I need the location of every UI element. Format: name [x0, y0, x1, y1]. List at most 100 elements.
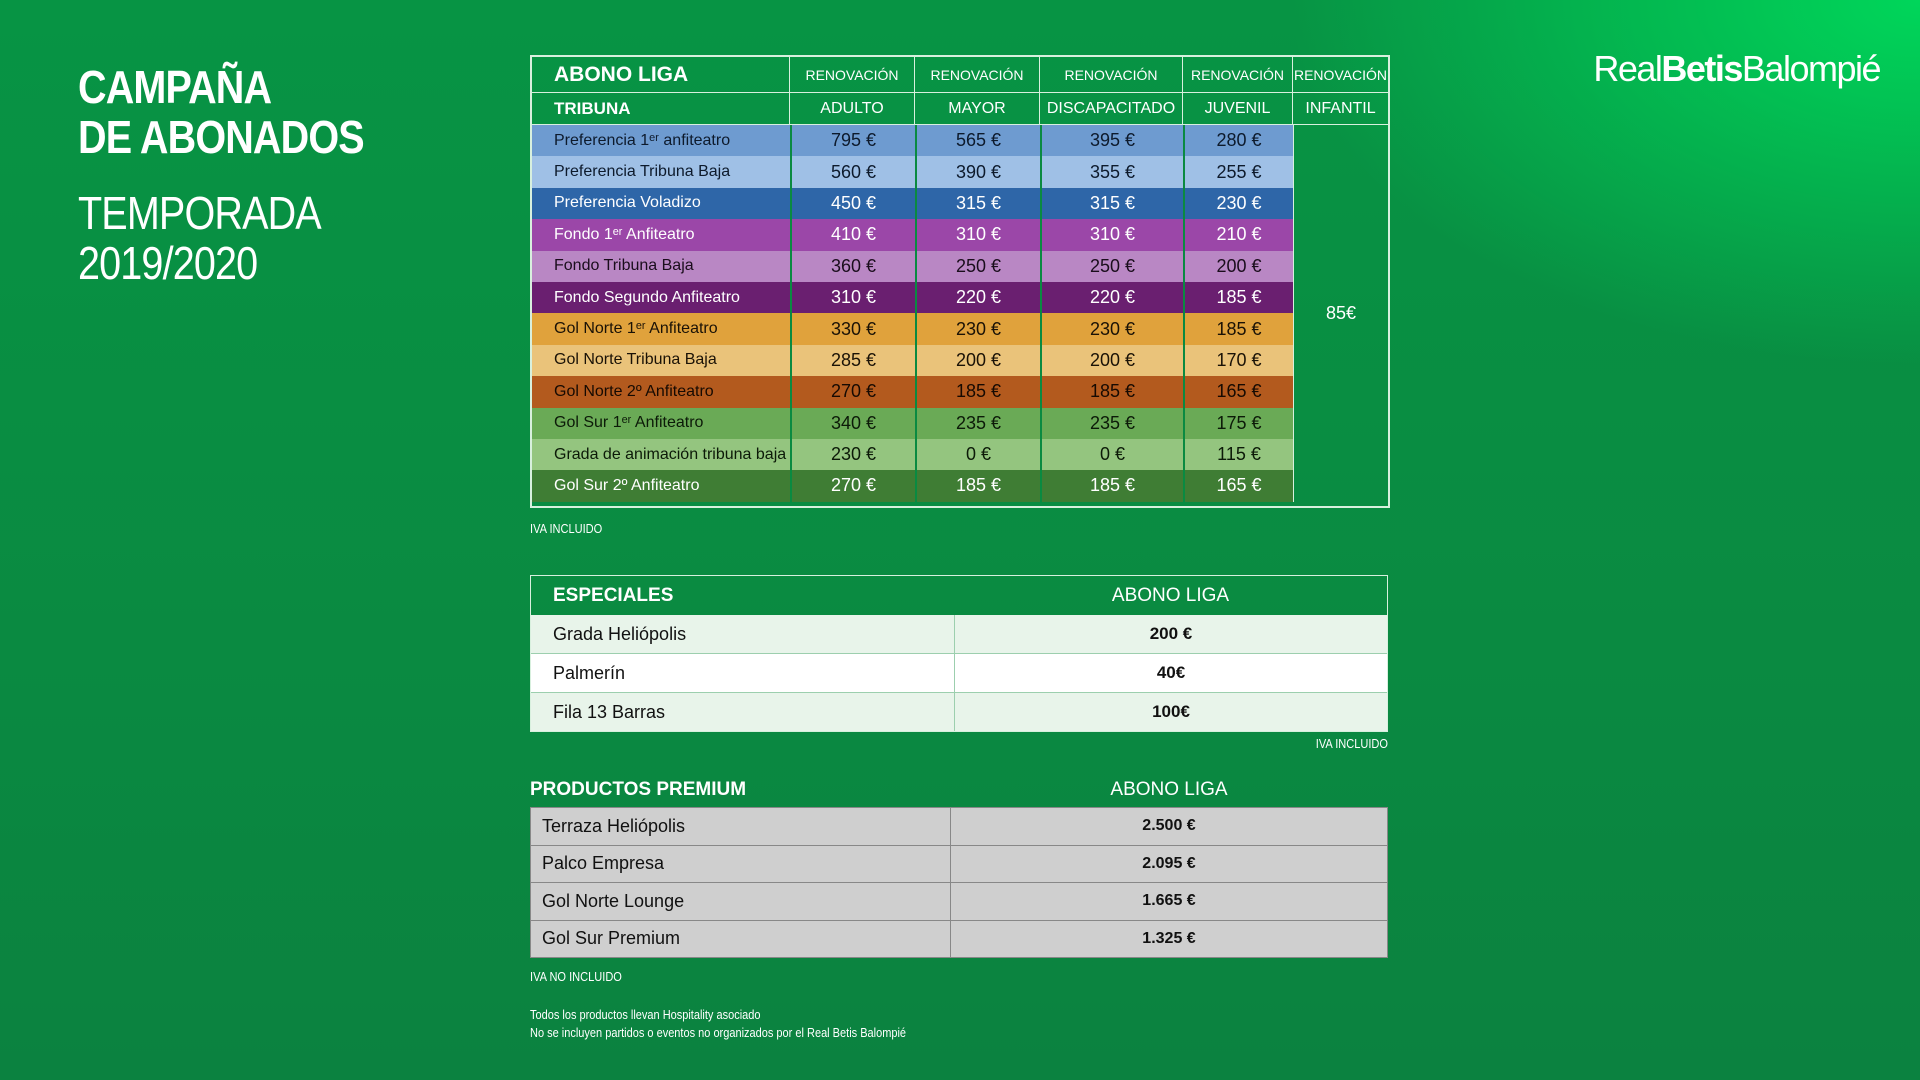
price-cell: 170 €	[1183, 344, 1293, 377]
price-cell: 560 €	[790, 156, 915, 188]
price-cell: 165 €	[1183, 470, 1293, 502]
price-cell: 250 €	[1040, 250, 1183, 282]
tribuna-name: Gol Sur 1ᵉʳ Anfiteatro	[532, 407, 790, 439]
price-cell: 795 €	[790, 125, 915, 157]
price-cell: 210 €	[1183, 219, 1293, 251]
footnotes: Todos los productos llevan Hospitality a…	[530, 1006, 906, 1042]
price-cell: 200 €	[1040, 344, 1183, 377]
renewal-header-adulto: RENOVACIÓN	[790, 57, 915, 93]
table-row: Palmerín 40€	[531, 653, 1387, 692]
especial-price: 40€	[1156, 663, 1186, 682]
premium-price: 2.095 €	[1142, 854, 1196, 872]
renewal-header-discapacitado: RENOVACIÓN	[1040, 57, 1183, 93]
premium-name: Terraza Heliópolis	[531, 808, 951, 845]
table-row: Gol Norte Lounge 1.665 €	[531, 882, 1387, 920]
price-cell: 285 €	[790, 344, 915, 377]
price-cell: 165 €	[1183, 376, 1293, 408]
season-line-1: TEMPORADA	[78, 187, 322, 239]
premium-name: Gol Norte Lounge	[531, 883, 951, 920]
premium-price: 1.325 €	[1142, 929, 1196, 947]
price-cell: 0 €	[915, 438, 1040, 471]
tribuna-header: TRIBUNA	[532, 93, 790, 125]
especiales-header-row: ESPECIALES ABONO LIGA	[531, 576, 1387, 615]
column-header-adulto: ADULTO	[790, 93, 915, 125]
premium-table: Terraza Heliópolis 2.500 € Palco Empresa 2.…	[530, 807, 1388, 958]
tribuna-name: Preferencia Voladizo	[532, 187, 790, 220]
column-header-juvenil: JUVENIL	[1183, 93, 1293, 125]
price-cell: 200 €	[1183, 250, 1293, 282]
price-cell: 230 €	[1183, 187, 1293, 220]
column-header-discapacitado: DISCAPACITADO	[1040, 93, 1183, 125]
price-cell: 250 €	[915, 250, 1040, 282]
price-cell: 395 €	[1040, 125, 1183, 157]
especiales-table: ESPECIALES ABONO LIGA Grada Heliópolis 20…	[530, 575, 1388, 732]
price-cell: 315 €	[915, 187, 1040, 220]
price-cell: 310 €	[915, 219, 1040, 251]
price-cell: 390 €	[915, 156, 1040, 188]
column-header-mayor: MAYOR	[915, 93, 1040, 125]
price-cell: 270 €	[790, 376, 915, 408]
tribuna-name: Gol Norte 1ᵉʳ Anfiteatro	[532, 313, 790, 345]
tribuna-name: Preferencia 1ᵉʳ anfiteatro	[532, 125, 790, 157]
abono-liga-header: ABONO LIGA	[532, 57, 790, 93]
premium-price: 2.500 €	[1142, 817, 1196, 835]
iva-note: IVA INCLUIDO	[1315, 736, 1388, 751]
logo-balompie: Balompié	[1741, 48, 1882, 89]
season-line-2: 2019/2020	[78, 237, 258, 289]
price-cell: 185 €	[1040, 376, 1183, 408]
tribuna-name: Gol Norte Tribuna Baja	[532, 344, 790, 377]
tribuna-name: Gol Norte 2º Anfiteatro	[532, 376, 790, 408]
price-cell: 450 €	[790, 187, 915, 220]
especiales-header: ESPECIALES	[553, 584, 674, 606]
price-cell: 200 €	[915, 344, 1040, 377]
premium-header-row: PRODUCTOS PREMIUM ABONO LIGA	[530, 775, 1388, 805]
price-cell: 315 €	[1040, 187, 1183, 220]
tribuna-name: Fondo Segundo Anfiteatro	[532, 281, 790, 314]
especiales-column-header: ABONO LIGA	[1111, 584, 1230, 606]
logo-betis: Betis	[1661, 48, 1743, 89]
price-cell: 185 €	[1040, 470, 1183, 502]
premium-column-header: ABONO LIGA	[1110, 779, 1228, 800]
title-line-2: DE ABONADOS	[78, 111, 365, 163]
price-cell: 270 €	[790, 470, 915, 502]
table-row: Gol Sur Premium 1.325 €	[531, 919, 1387, 957]
price-cell: 115 €	[1183, 438, 1293, 471]
price-cell: 310 €	[1040, 219, 1183, 251]
price-cell: 175 €	[1183, 407, 1293, 439]
premium-header: PRODUCTOS PREMIUM	[530, 779, 747, 800]
price-cell: 235 €	[1040, 407, 1183, 439]
price-cell: 255 €	[1183, 156, 1293, 188]
especiales-rows: Grada Heliópolis 200 € Palmerín 40€ Fila 13 …	[531, 615, 1387, 731]
price-cell: 220 €	[1040, 281, 1183, 314]
title-line-1: CAMPAÑA	[78, 61, 272, 113]
price-cell: 0 €	[1040, 438, 1183, 471]
campaign-title: CAMPAÑA DE ABONADOS TEMPORADA 2019/2020	[78, 62, 410, 288]
renewal-header-infantil: RENOVACIÓN	[1293, 57, 1388, 93]
table-row: Grada Heliópolis 200 €	[531, 615, 1387, 653]
premium-name: Palco Empresa	[531, 845, 951, 882]
table-row: Fila 13 Barras 100€	[531, 692, 1387, 731]
column-header-infantil: INFANTIL	[1293, 93, 1388, 125]
price-cell: 310 €	[790, 281, 915, 314]
table-row: Terraza Heliópolis 2.500 €	[531, 808, 1387, 845]
footnote-events: No se incluyen partidos o eventos no org…	[530, 1026, 907, 1040]
price-cell: 185 €	[915, 470, 1040, 502]
tribuna-name: Gol Sur 2º Anfiteatro	[532, 470, 790, 502]
renewal-header-mayor: RENOVACIÓN	[915, 57, 1040, 93]
tribuna-name: Preferencia Tribuna Baja	[532, 156, 790, 188]
especial-name: Fila 13 Barras	[531, 693, 955, 731]
premium-price: 1.665 €	[1142, 892, 1196, 910]
price-cell: 235 €	[915, 407, 1040, 439]
price-cell: 330 €	[790, 313, 915, 345]
price-cell: 360 €	[790, 250, 915, 282]
price-cell: 185 €	[1183, 313, 1293, 345]
infantil-price: 85€	[1293, 125, 1388, 502]
table-row: Palco Empresa 2.095 €	[531, 844, 1387, 882]
price-cell: 230 €	[790, 438, 915, 471]
tribuna-name: Grada de animación tribuna baja	[532, 438, 790, 471]
price-cell: 355 €	[1040, 156, 1183, 188]
iva-note: IVA INCLUIDO	[530, 521, 603, 536]
price-cell: 230 €	[915, 313, 1040, 345]
real-betis-logo: RealBetisBalompié	[1593, 48, 1882, 90]
price-cell: 220 €	[915, 281, 1040, 314]
